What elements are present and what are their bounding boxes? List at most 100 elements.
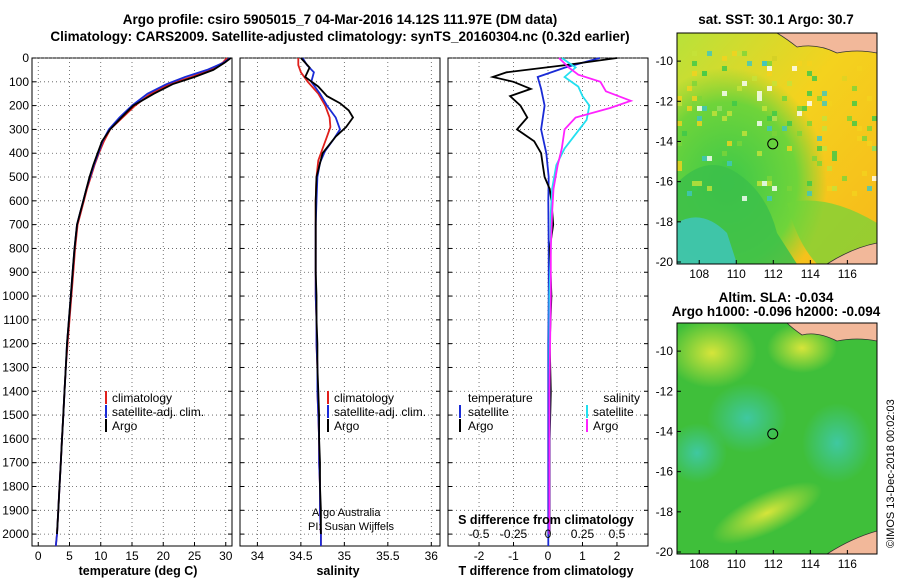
map-y-tick-label: -10 <box>656 54 674 68</box>
x2-tick-label: -0.5 <box>469 527 490 541</box>
map-y-tick-label: -20 <box>656 255 674 269</box>
t-difference-xlabel: T difference from climatology <box>458 564 633 578</box>
legend-s-argo-label: Argo <box>593 419 619 433</box>
difference-panel: -2 -1 0 1 2 -0.5 -0.25 0 0.25 0.5 T difference fr… <box>447 57 649 578</box>
x-tick-label: 25 <box>188 549 202 563</box>
depth-tick-label: 1400 <box>2 384 29 398</box>
depth-tick-label: 0 <box>22 51 29 65</box>
depth-tick-label: 1500 <box>2 408 29 422</box>
footer-stamp: ©IMOS 13-Dec-2018 00:02:03 <box>885 399 897 548</box>
depth-tick-label: 800 <box>9 241 29 255</box>
map-x-tick-label: 116 <box>838 557 857 571</box>
legend-t-satellite-label: satellite <box>468 405 509 419</box>
x-tick-label: 20 <box>157 549 171 563</box>
x-tick-label: 0 <box>545 549 552 563</box>
map-y-tick-label: -18 <box>656 505 674 519</box>
x-tick-label: 30 <box>219 549 233 563</box>
x-tick-label: 35.5 <box>376 549 400 563</box>
sla-argo-location-marker <box>767 428 779 440</box>
temperature-legend: climatology satellite-adj. clim. Argo <box>105 391 204 433</box>
depth-tick-label: 100 <box>9 75 29 89</box>
legend-t-argo-label: Argo <box>468 419 494 433</box>
map-y-tick-label: -14 <box>656 424 674 438</box>
depth-tick-label: 600 <box>9 194 29 208</box>
depth-tick-label: 1700 <box>2 456 29 470</box>
map-x-tick-label: 108 <box>689 557 709 571</box>
depth-tick-label: 1000 <box>2 289 29 303</box>
temperature-panel: 0 5 10 15 20 25 30 temperature (deg C) climato… <box>31 57 233 578</box>
depth-axis: 0 100 200 300 400 500 600 700 800 900 1000 1100 1200… <box>2 51 29 541</box>
legend-climatology-label: climatology <box>112 391 172 405</box>
sla-map-frame <box>676 322 878 555</box>
series-line-argo <box>300 57 355 535</box>
x-tick-label: 10 <box>94 549 108 563</box>
x-tick-label: -1 <box>508 549 519 563</box>
legend-argo-label: Argo <box>334 419 360 433</box>
depth-tick-label: 200 <box>9 99 29 113</box>
sst-argo-location-marker <box>767 138 779 150</box>
map-y-tick-label: -12 <box>656 384 674 398</box>
legend-temperature-heading: temperature <box>468 391 533 405</box>
sla-map-image <box>677 323 877 554</box>
figure-subtitle: Climatology: CARS2009. Satellite-adjuste… <box>50 29 629 44</box>
depth-tick-label: 500 <box>9 170 29 184</box>
map-x-tick-label: 114 <box>801 557 820 571</box>
figure-title: Argo profile: csiro 5905015_7 04-Mar-201… <box>123 12 557 27</box>
salinity-xlabel: salinity <box>316 564 359 578</box>
series-line-satellite-adj-clim- <box>54 57 231 547</box>
map-y-tick-label: -18 <box>656 215 674 229</box>
depth-tick-label: 900 <box>9 265 29 279</box>
series-line-salinity-satellite <box>548 57 591 535</box>
legend-climatology-label: climatology <box>334 391 394 405</box>
x2-tick-label: 0.25 <box>571 527 595 541</box>
x-tick-label: 34.5 <box>289 549 313 563</box>
s-difference-xlabel: S difference from climatology <box>458 513 634 527</box>
series-line-temperature-argo <box>489 57 618 535</box>
legend-s-satellite-label: satellite <box>593 405 634 419</box>
map-x-tick-label: 112 <box>764 267 783 281</box>
x-tick-label: 35 <box>338 549 352 563</box>
x-tick-label: 5 <box>66 549 73 563</box>
x-tick-label: 2 <box>614 549 621 563</box>
salinity-frame <box>239 57 441 547</box>
depth-tick-label: 1800 <box>2 479 29 493</box>
salinity-panel: 34 34.5 35 35.5 36 salinity climatology sate… <box>239 57 441 578</box>
map-x-tick-label: 112 <box>764 557 783 571</box>
x-tick-label: 34 <box>251 549 265 563</box>
map-y-tick-label: -20 <box>656 545 674 559</box>
x-tick-label: -2 <box>474 549 485 563</box>
depth-tick-label: 300 <box>9 122 29 136</box>
map-y-tick-label: -14 <box>656 134 674 148</box>
map-x-tick-label: 114 <box>801 267 820 281</box>
depth-tick-label: 1900 <box>2 503 29 517</box>
sst-map-image <box>677 33 877 264</box>
sla-map-panel: Altim. SLA: -0.034 Argo h1000: -0.096 h2… <box>656 290 881 571</box>
x-tick-label: 36 <box>425 549 439 563</box>
legend-satellite-label: satellite-adj. clim. <box>112 405 204 419</box>
sla-map-title: Altim. SLA: -0.034 <box>719 290 834 305</box>
depth-tick-label: 2000 <box>2 527 29 541</box>
map-x-tick-label: 116 <box>838 267 857 281</box>
map-y-tick-label: -10 <box>656 344 674 358</box>
depth-tick-label: 1200 <box>2 337 29 351</box>
sst-map-panel: sat. SST: 30.1 Argo: 30.7 108 110 112 114 11… <box>656 12 878 281</box>
depth-tick-label: 1100 <box>3 313 29 327</box>
depth-tick-label: 400 <box>9 146 29 160</box>
sla-map-subtitle: Argo h1000: -0.096 h2000: -0.094 <box>672 304 881 319</box>
depth-tick-label: 700 <box>9 218 29 232</box>
temperature-xlabel: temperature (deg C) <box>79 564 198 578</box>
x2-tick-label: -0.25 <box>500 527 528 541</box>
x2-tick-label: 0 <box>545 527 552 541</box>
map-y-tick-label: -16 <box>656 465 674 479</box>
annotation-pi-name: PI: Susan Wijffels <box>308 521 394 533</box>
series-line-climatology <box>297 58 332 546</box>
x2-tick-label: 0.5 <box>609 527 626 541</box>
x-tick-label: 0 <box>35 549 42 563</box>
map-x-tick-label: 110 <box>727 267 746 281</box>
map-x-tick-label: 110 <box>727 557 746 571</box>
salinity-legend: climatology satellite-adj. clim. Argo <box>327 391 426 433</box>
x-tick-label: 1 <box>579 549 586 563</box>
sst-map-frame <box>676 32 878 265</box>
series-line-salinity-argo <box>548 57 634 535</box>
legend-argo-label: Argo <box>112 419 138 433</box>
